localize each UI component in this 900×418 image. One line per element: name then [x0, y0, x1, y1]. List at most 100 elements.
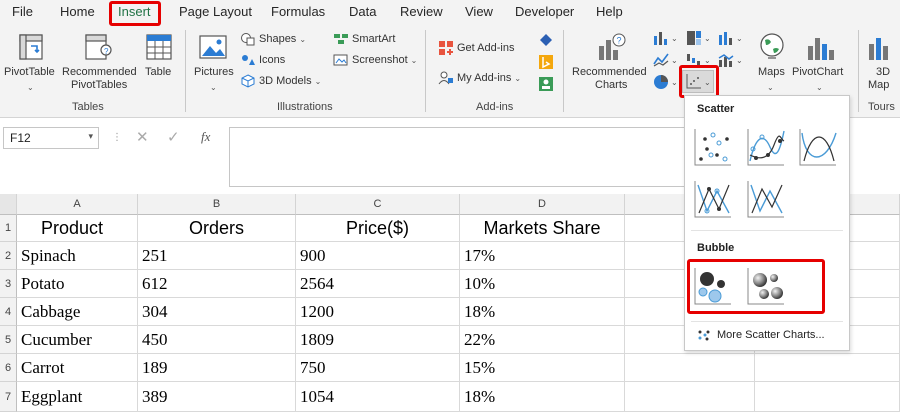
table-cell[interactable]: 22%: [460, 326, 625, 354]
people-graph-icon[interactable]: [538, 76, 554, 92]
table-cell[interactable]: 304: [138, 298, 296, 326]
table-cell[interactable]: [755, 354, 900, 382]
row-header[interactable]: 3: [0, 270, 17, 298]
menu-home[interactable]: Home: [60, 4, 95, 19]
pivottable-icon[interactable]: [18, 32, 46, 62]
get-addins-button[interactable]: Get Add-ins: [438, 40, 514, 56]
pictures-label[interactable]: Pictures: [194, 66, 234, 78]
line-chart-icon[interactable]: [653, 52, 669, 68]
table-cell[interactable]: 750: [296, 354, 460, 382]
chevron-down-icon[interactable]: ⌄: [704, 56, 711, 65]
column-header-b[interactable]: B: [138, 194, 296, 215]
chevron-down-icon[interactable]: ⌄: [27, 83, 34, 92]
row-header[interactable]: 5: [0, 326, 17, 354]
row-header[interactable]: 7: [0, 382, 17, 412]
table-cell[interactable]: 18%: [460, 298, 625, 326]
pivotchart-icon[interactable]: [805, 32, 835, 62]
row-header[interactable]: 1: [0, 215, 17, 242]
table-icon[interactable]: [145, 32, 173, 62]
table-cell[interactable]: [625, 382, 755, 412]
column-chart-icon[interactable]: [653, 30, 669, 46]
more-scatter-charts-link[interactable]: More Scatter Charts...: [697, 329, 825, 341]
pictures-icon[interactable]: [198, 32, 228, 62]
chevron-down-icon[interactable]: ⌄: [210, 83, 217, 92]
menu-page-layout[interactable]: Page Layout: [179, 4, 253, 19]
pie-chart-icon[interactable]: [653, 74, 669, 90]
chevron-down-icon[interactable]: ⌄: [704, 78, 711, 87]
recommended-charts-label-1[interactable]: Recommended: [572, 66, 647, 78]
chevron-down-icon[interactable]: ⌄: [671, 34, 678, 43]
3d-map-label-1[interactable]: 3D: [876, 66, 891, 78]
column-header-a[interactable]: A: [17, 194, 138, 215]
scatter-chart-icon[interactable]: [686, 73, 702, 89]
table-cell[interactable]: 1054: [296, 382, 460, 412]
chevron-down-icon[interactable]: ⌄: [816, 83, 823, 92]
icons-button[interactable]: Icons: [240, 53, 285, 67]
table-cell[interactable]: 1809: [296, 326, 460, 354]
pivotchart-label[interactable]: PivotChart: [792, 66, 844, 78]
table-cell[interactable]: 189: [138, 354, 296, 382]
waterfall-chart-icon[interactable]: [686, 52, 702, 68]
pivottable-label[interactable]: PivotTable: [4, 66, 55, 78]
scatter-thumbnail[interactable]: [690, 124, 734, 168]
menu-formulas[interactable]: Formulas: [271, 4, 326, 19]
table-cell[interactable]: 389: [138, 382, 296, 412]
menu-help[interactable]: Help: [596, 4, 623, 19]
recommended-charts-icon[interactable]: ?: [595, 32, 627, 62]
row-header[interactable]: 4: [0, 298, 17, 326]
chevron-down-icon[interactable]: ⌄: [671, 78, 678, 87]
menu-insert[interactable]: Insert: [118, 4, 151, 19]
hierarchy-chart-icon[interactable]: [686, 30, 702, 46]
scatter-straight-lines-thumbnail[interactable]: [743, 176, 787, 220]
table-cell[interactable]: Carrot: [17, 354, 138, 382]
recommended-charts-label-2[interactable]: Charts: [595, 79, 628, 91]
cancel-icon[interactable]: ✕: [136, 129, 149, 146]
chevron-down-icon[interactable]: ▾: [88, 131, 93, 141]
table-cell[interactable]: 450: [138, 326, 296, 354]
insert-function-button[interactable]: fx: [201, 129, 211, 144]
my-addins-button[interactable]: My Add-ins ⌄: [438, 70, 521, 86]
menu-developer[interactable]: Developer: [515, 4, 575, 19]
chevron-down-icon[interactable]: ⌄: [671, 56, 678, 65]
bing-maps-icon[interactable]: [538, 54, 554, 70]
menu-data[interactable]: Data: [349, 4, 377, 19]
row-header[interactable]: 2: [0, 242, 17, 270]
table-label[interactable]: Table: [145, 66, 172, 78]
header-cell[interactable]: Orders: [138, 215, 296, 242]
table-cell[interactable]: 612: [138, 270, 296, 298]
3d-bubble-thumbnail[interactable]: [743, 263, 787, 307]
chevron-down-icon[interactable]: ⌄: [767, 83, 774, 92]
column-header-c[interactable]: C: [296, 194, 460, 215]
enter-icon[interactable]: ✓: [167, 129, 180, 146]
table-cell[interactable]: 17%: [460, 242, 625, 270]
table-cell[interactable]: 900: [296, 242, 460, 270]
table-cell[interactable]: 1200: [296, 298, 460, 326]
recommended-pivottables-label-1[interactable]: Recommended: [62, 66, 137, 78]
table-cell[interactable]: 2564: [296, 270, 460, 298]
table-cell[interactable]: Cucumber: [17, 326, 138, 354]
3d-models-button[interactable]: 3D Models ⌄: [240, 74, 321, 88]
scatter-straight-lines-markers-thumbnail[interactable]: [690, 176, 734, 220]
menu-view[interactable]: View: [465, 4, 493, 19]
table-cell[interactable]: [755, 382, 900, 412]
more-options-icon[interactable]: ⋮: [112, 132, 122, 143]
table-cell[interactable]: Potato: [17, 270, 138, 298]
maps-icon[interactable]: [757, 31, 787, 61]
name-box[interactable]: F12 ▾: [3, 127, 99, 149]
maps-label[interactable]: Maps: [758, 66, 785, 78]
shapes-button[interactable]: Shapes ⌄: [240, 32, 306, 46]
row-header[interactable]: 6: [0, 354, 17, 382]
chevron-down-icon[interactable]: ⌄: [736, 34, 743, 43]
chevron-down-icon[interactable]: ⌄: [704, 34, 711, 43]
menu-file[interactable]: File: [12, 4, 33, 19]
bubble-thumbnail[interactable]: [690, 263, 734, 307]
combo-chart-icon[interactable]: [718, 52, 734, 68]
scatter-smooth-lines-thumbnail[interactable]: [795, 124, 839, 168]
table-cell[interactable]: [625, 354, 755, 382]
column-header-d[interactable]: D: [460, 194, 625, 215]
header-cell[interactable]: Markets Share: [460, 215, 625, 242]
screenshot-button[interactable]: Screenshot ⌄: [333, 53, 417, 67]
table-cell[interactable]: 10%: [460, 270, 625, 298]
menu-review[interactable]: Review: [400, 4, 443, 19]
header-cell[interactable]: Price($): [296, 215, 460, 242]
